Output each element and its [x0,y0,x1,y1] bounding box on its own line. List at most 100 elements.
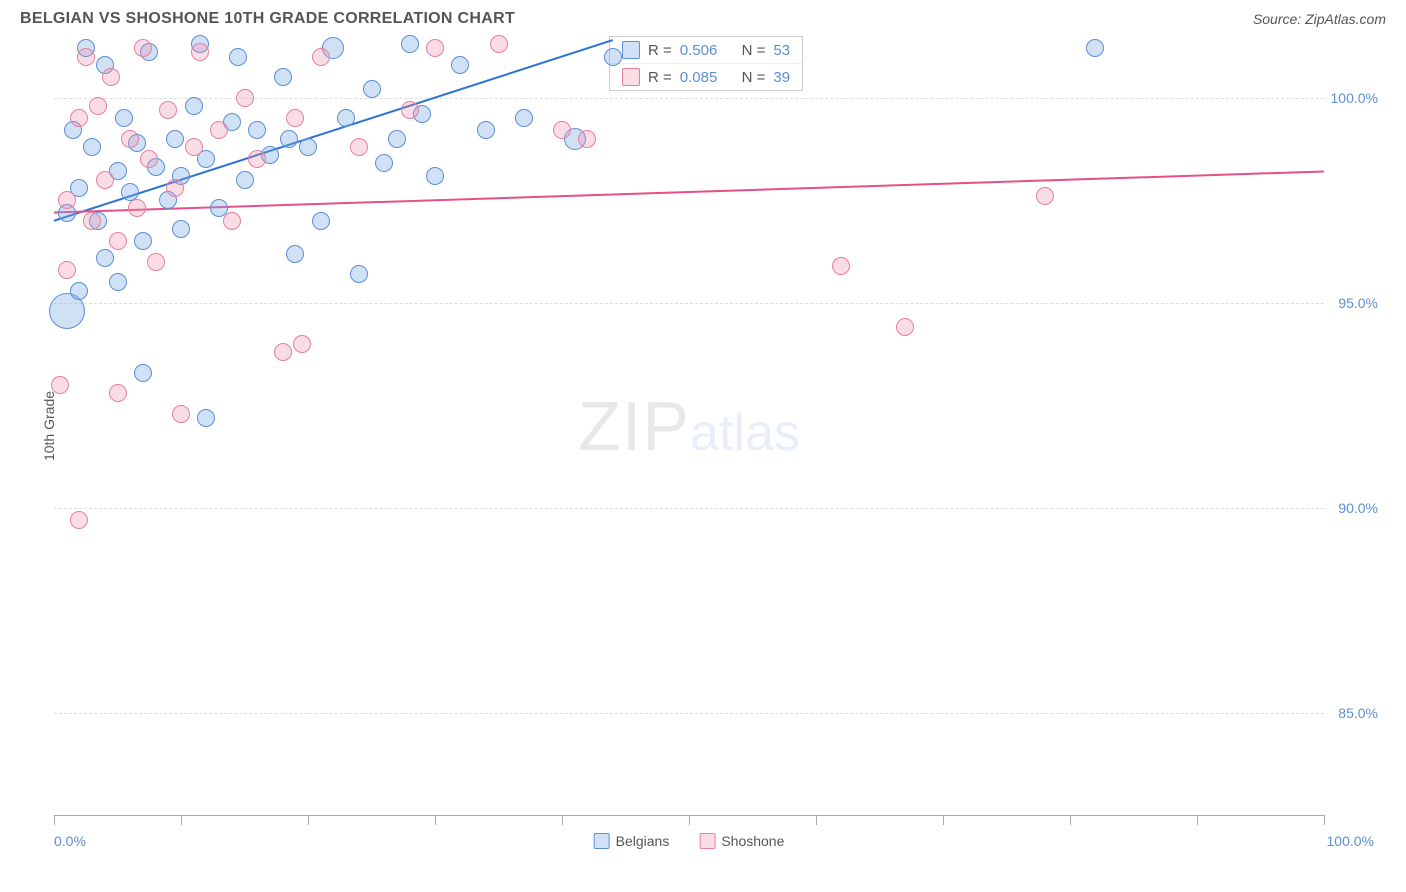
data-point [299,138,317,156]
data-point [83,138,101,156]
data-point [229,48,247,66]
data-point [89,97,107,115]
legend-item-belgians: Belgians [594,833,670,849]
data-point [134,232,152,250]
data-point [58,261,76,279]
data-point [426,39,444,57]
series-legend: Belgians Shoshone [594,833,785,849]
x-tick [562,815,563,825]
data-point [236,89,254,107]
data-point [553,121,571,139]
data-point [337,109,355,127]
data-point [896,318,914,336]
data-point [102,68,120,86]
data-point [401,35,419,53]
data-point [166,179,184,197]
legend-swatch-shoshone [622,68,640,86]
data-point [451,56,469,74]
y-tick-label: 90.0% [1338,500,1378,516]
data-point [115,109,133,127]
data-point [293,335,311,353]
data-point [477,121,495,139]
data-point [490,35,508,53]
legend-swatch-icon [594,833,610,849]
legend-swatch-belgians [622,41,640,59]
legend-item-shoshone: Shoshone [699,833,784,849]
x-tick [181,815,182,825]
data-point [426,167,444,185]
data-point [210,121,228,139]
stats-legend-row: R = 0.085 N = 39 [610,64,802,90]
data-point [274,343,292,361]
data-point [401,101,419,119]
data-point [223,212,241,230]
chart-header: BELGIAN VS SHOSHONE 10TH GRADE CORRELATI… [0,0,1406,28]
data-point [375,154,393,172]
data-point [134,39,152,57]
chart-source: Source: ZipAtlas.com [1253,11,1386,27]
data-point [236,171,254,189]
data-point [515,109,533,127]
x-axis-label-min: 0.0% [54,833,86,849]
data-point [128,199,146,217]
data-point [172,405,190,423]
data-point [140,150,158,168]
chart-container: 10th Grade ZIPatlas 0.0% 100.0% R = 0.50… [54,36,1374,816]
y-tick-label: 85.0% [1338,705,1378,721]
data-point [604,48,622,66]
data-point [185,97,203,115]
x-axis-label-max: 100.0% [1327,833,1374,849]
data-point [96,171,114,189]
data-point [286,109,304,127]
data-point [58,191,76,209]
data-point [121,130,139,148]
data-point [248,121,266,139]
data-point [248,150,266,168]
data-point [77,48,95,66]
data-point [83,212,101,230]
x-tick [308,815,309,825]
data-point [147,253,165,271]
data-point [70,511,88,529]
data-point [172,220,190,238]
gridline [54,713,1324,714]
data-point [578,130,596,148]
watermark: ZIPatlas [578,386,800,466]
data-point [185,138,203,156]
x-tick [689,815,690,825]
data-point [363,80,381,98]
data-point [109,232,127,250]
stats-legend: R = 0.506 N = 53 R = 0.085 N = 39 [609,36,803,91]
data-point [350,265,368,283]
data-point [70,282,88,300]
data-point [70,109,88,127]
data-point [109,384,127,402]
data-point [1036,187,1054,205]
data-point [312,212,330,230]
data-point [51,376,69,394]
x-tick [816,815,817,825]
data-point [121,183,139,201]
data-point [388,130,406,148]
stats-legend-row: R = 0.506 N = 53 [610,37,802,64]
x-tick [1197,815,1198,825]
data-point [274,68,292,86]
data-point [166,130,184,148]
trend-lines [54,36,1324,816]
data-point [832,257,850,275]
data-point [1086,39,1104,57]
data-point [109,273,127,291]
plot-area: ZIPatlas 0.0% 100.0% R = 0.506 N = 53 R … [54,36,1324,816]
data-point [350,138,368,156]
data-point [197,409,215,427]
x-tick [1070,815,1071,825]
data-point [191,43,209,61]
data-point [134,364,152,382]
data-point [96,249,114,267]
gridline [54,508,1324,509]
x-tick [943,815,944,825]
x-tick [54,815,55,825]
x-tick [1324,815,1325,825]
chart-title: BELGIAN VS SHOSHONE 10TH GRADE CORRELATI… [20,10,515,28]
data-point [280,130,298,148]
